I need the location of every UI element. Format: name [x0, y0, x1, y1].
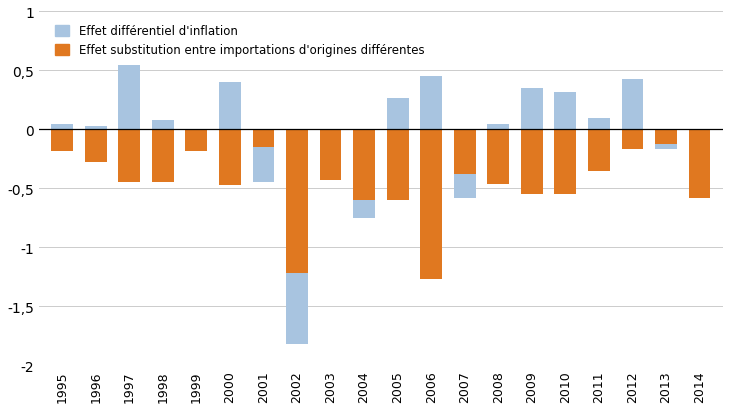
Bar [51, 130, 73, 151]
Bar [488, 124, 510, 130]
Bar [219, 83, 241, 130]
Bar [253, 130, 274, 148]
Bar [152, 130, 174, 183]
Bar [555, 92, 576, 130]
Bar [320, 130, 342, 181]
Bar [152, 121, 174, 130]
Bar [588, 118, 610, 130]
Bar [621, 130, 643, 150]
Bar [185, 130, 207, 133]
Bar [286, 130, 308, 274]
Bar [118, 65, 140, 130]
Bar [286, 130, 308, 344]
Bar [387, 130, 409, 201]
Bar [118, 130, 140, 183]
Bar [51, 124, 73, 130]
Bar [521, 130, 542, 195]
Bar [588, 130, 610, 171]
Bar [85, 126, 107, 130]
Bar [253, 130, 274, 183]
Bar [688, 130, 710, 165]
Bar [420, 77, 442, 130]
Bar [387, 98, 409, 130]
Bar [420, 130, 442, 279]
Bar [454, 130, 476, 175]
Bar [688, 130, 710, 198]
Bar [320, 130, 342, 180]
Legend: Effet différentiel d'inflation, Effet substitution entre importations d'origines: Effet différentiel d'inflation, Effet su… [51, 22, 428, 61]
Bar [185, 130, 207, 151]
Bar [353, 130, 375, 218]
Bar [454, 130, 476, 198]
Bar [621, 79, 643, 130]
Bar [488, 130, 510, 184]
Bar [219, 130, 241, 185]
Bar [655, 130, 677, 150]
Bar [521, 89, 542, 130]
Bar [85, 130, 107, 163]
Bar [353, 130, 375, 201]
Bar [655, 130, 677, 144]
Bar [555, 130, 576, 195]
